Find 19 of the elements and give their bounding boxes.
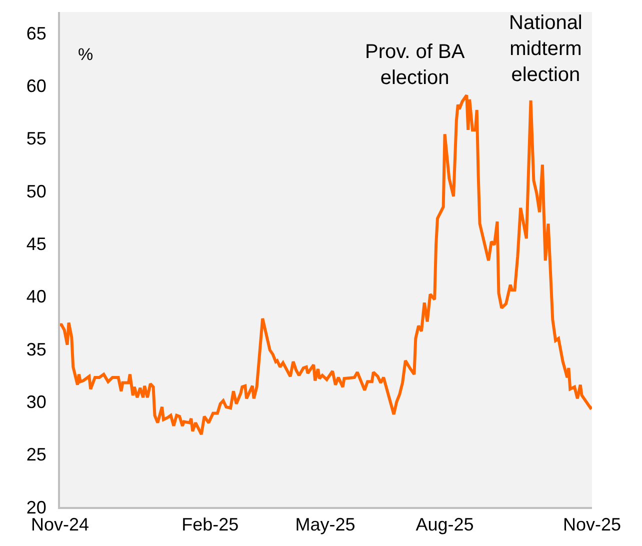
y-axis-title: %	[78, 45, 94, 64]
y-tick-label: 20	[26, 497, 46, 518]
line-series	[60, 94, 592, 436]
y-tick-label: 55	[26, 128, 46, 149]
x-tick-label: Feb-25	[182, 514, 239, 535]
y-tick-label: 25	[26, 444, 46, 465]
x-tick-label: Aug-25	[416, 514, 474, 535]
y-tick-label: 65	[26, 23, 46, 44]
y-tick-label: 50	[26, 181, 46, 202]
y-tick-label: 45	[26, 234, 46, 254]
y-tick-label: 30	[26, 392, 46, 412]
y-tick-label: 35	[26, 339, 46, 360]
y-tick-label: 60	[26, 76, 46, 96]
annotation: National midterm election	[509, 12, 582, 86]
annotation: Prov. of BA election	[365, 41, 466, 89]
y-tick-label: 40	[26, 286, 46, 307]
x-tick-label: Nov-24	[30, 514, 90, 535]
x-tick-label: Nov-25	[562, 514, 622, 535]
x-tick-label: May-25	[295, 514, 356, 535]
